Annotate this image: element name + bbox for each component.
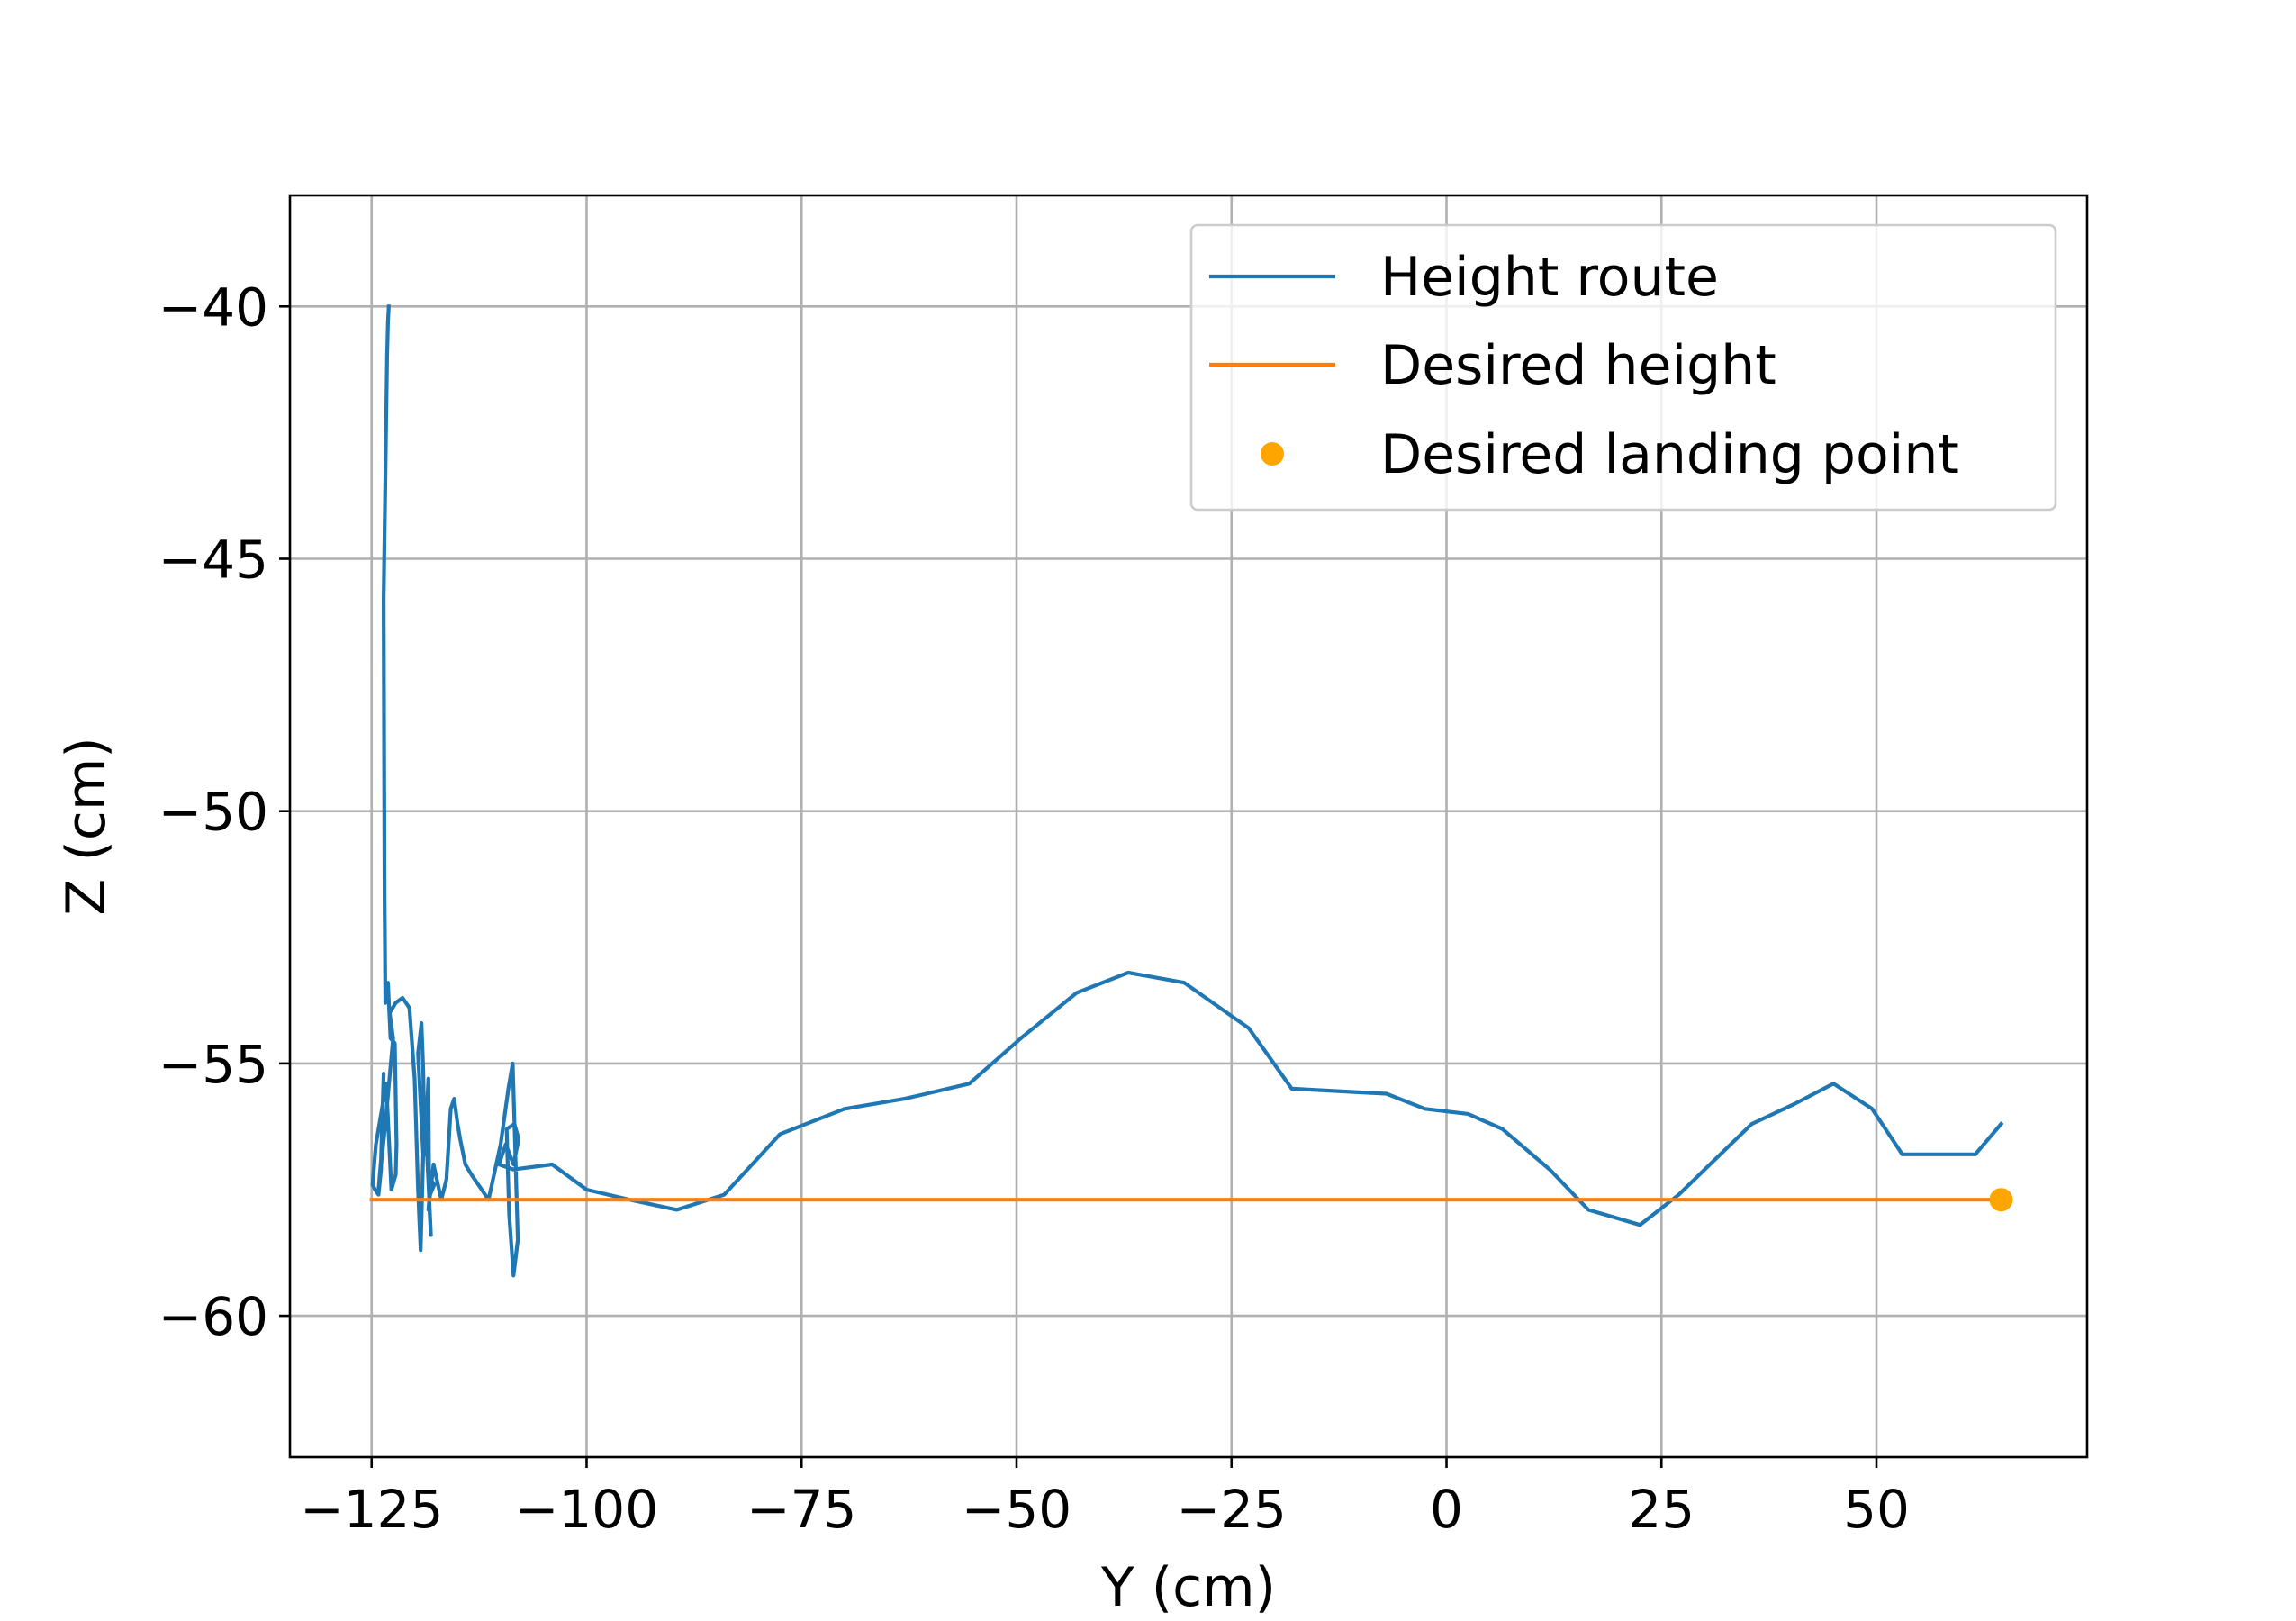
y-axis-label: Z (cm) bbox=[55, 737, 118, 915]
legend-box bbox=[1189, 223, 2057, 512]
x-tick-label: −125 bbox=[300, 1479, 443, 1540]
x-axis-label: Y (cm) bbox=[1100, 1556, 1276, 1619]
y-tick-label: −45 bbox=[158, 529, 268, 590]
x-tick-label: −75 bbox=[746, 1479, 856, 1540]
y-tick-label: −60 bbox=[158, 1286, 268, 1347]
legend-swatch-landing-point bbox=[1261, 442, 1284, 466]
y-tick-label: −40 bbox=[158, 276, 268, 338]
legend-label: Desired landing point bbox=[1380, 423, 1959, 486]
y-tick-label: −50 bbox=[158, 782, 268, 843]
plot-series bbox=[369, 304, 2013, 1278]
x-tick-label: 0 bbox=[1430, 1479, 1463, 1540]
height-route-line bbox=[370, 304, 2004, 1278]
x-tick-label: −25 bbox=[1177, 1479, 1287, 1540]
y-tick-label: −55 bbox=[158, 1034, 268, 1095]
x-tick-label: −50 bbox=[962, 1479, 1071, 1540]
x-tick-label: 25 bbox=[1628, 1479, 1695, 1540]
desired-landing-point bbox=[1989, 1188, 2013, 1212]
x-tick-label: 50 bbox=[1843, 1479, 1910, 1540]
legend-label: Height route bbox=[1380, 246, 1719, 309]
x-tick-label: −100 bbox=[515, 1479, 658, 1540]
legend-label: Desired height bbox=[1380, 334, 1776, 397]
plot-frame bbox=[288, 194, 2089, 1459]
axis-ticks: −125 −100 −75 −50 −25 0 25 50 −40 −45 −50 −55 −60 bbox=[158, 276, 1910, 1540]
legend: Height route Desired height Desired landin… bbox=[1189, 223, 2057, 512]
